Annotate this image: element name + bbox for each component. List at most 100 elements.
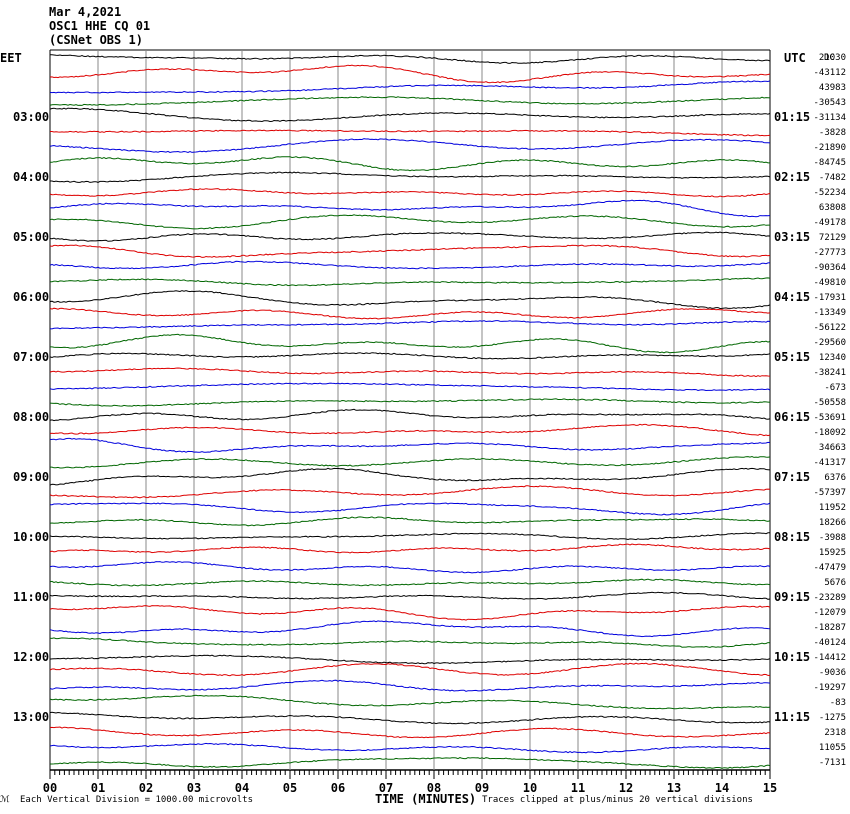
dc-offset-label: -14412 <box>813 653 846 663</box>
dc-offset-label: -43112 <box>813 68 846 78</box>
seismic-trace <box>49 382 771 392</box>
x-tick-label: 05 <box>283 781 297 795</box>
trace-group <box>49 54 771 769</box>
left-timezone-label: EET <box>0 51 22 65</box>
dc-offset-label: -50558 <box>813 398 846 408</box>
seismic-trace <box>49 662 771 677</box>
x-tick-label: 04 <box>235 781 249 795</box>
right-hour-label: 11:15 <box>774 710 810 724</box>
seismic-trace <box>49 485 771 499</box>
seismic-trace <box>49 320 771 330</box>
seismic-trace <box>50 156 770 172</box>
dc-offset-label: -56122 <box>813 323 846 333</box>
x-tick-label: 15 <box>763 781 777 795</box>
dc-offset-label: -27773 <box>813 248 846 258</box>
seismic-trace <box>49 244 771 258</box>
seismic-trace <box>49 578 771 587</box>
x-tick-label: 00 <box>43 781 57 795</box>
dc-offset-label: -12079 <box>813 608 846 618</box>
dc-offset-label: -21890 <box>813 143 846 153</box>
seismic-trace <box>50 455 771 469</box>
dc-offset-label: -23289 <box>813 593 846 603</box>
dc-offset-label: -9036 <box>819 668 846 678</box>
seismic-trace <box>50 333 771 354</box>
dc-offset-label: -7131 <box>819 758 846 768</box>
right-hour-label: 10:15 <box>774 650 810 664</box>
dc-offset-label: -49178 <box>813 218 846 228</box>
seismic-trace <box>49 543 771 554</box>
seismic-trace <box>49 605 771 621</box>
dc-offset-label: -18092 <box>813 428 846 438</box>
dc-offset-label: -84745 <box>813 158 846 168</box>
dc-offset-label: -57397 <box>813 488 846 498</box>
seismic-trace <box>50 757 771 769</box>
dc-offset-label: 11952 <box>819 503 846 513</box>
dc-offset-label: -673 <box>824 383 846 393</box>
seismic-trace <box>49 398 771 407</box>
seismic-trace <box>49 54 771 64</box>
dc-offset-label: -3988 <box>819 533 846 543</box>
x-tick-label: 14 <box>715 781 729 795</box>
seismic-trace <box>49 532 771 541</box>
seismic-trace <box>49 277 771 287</box>
seismic-trace <box>49 679 771 692</box>
seismic-trace <box>49 107 771 123</box>
dc-offset-label: -47479 <box>813 563 846 573</box>
dc-offset-label: -41317 <box>813 458 846 468</box>
seismic-trace <box>49 307 771 320</box>
dc-offset-label: 63808 <box>819 203 846 213</box>
dc-offset-label: -3828 <box>819 128 846 138</box>
x-tick-label: 11 <box>571 781 585 795</box>
seismic-trace <box>49 423 771 437</box>
dc-offset-label: -52234 <box>813 188 846 198</box>
x-tick-label: 08 <box>427 781 441 795</box>
dc-offset-label: -90364 <box>813 263 846 273</box>
scale-note: Each Vertical Division = 1000.00 microvo… <box>20 795 253 805</box>
seismic-trace <box>49 516 771 527</box>
seismic-trace <box>49 290 771 310</box>
right-timezone-label: UTC <box>784 51 806 65</box>
left-hour-label: 07:00 <box>13 350 49 364</box>
dc-offset-label: -40124 <box>813 638 846 648</box>
station-network: (CSNet OBS 1) <box>49 33 143 47</box>
seismic-trace <box>50 129 771 137</box>
dc-offset-label: -38241 <box>813 368 846 378</box>
seismic-trace <box>49 367 771 378</box>
dc-offset-label: -17931 <box>813 293 846 303</box>
left-hour-label: 10:00 <box>13 530 49 544</box>
seismic-trace <box>49 96 771 106</box>
x-tick-label: 09 <box>475 781 489 795</box>
left-hour-label: 13:00 <box>13 710 49 724</box>
right-hour-label: 07:15 <box>774 470 810 484</box>
x-tick-label: 02 <box>139 781 153 795</box>
right-hour-label: 04:15 <box>774 290 810 304</box>
right-hour-label: 05:15 <box>774 350 810 364</box>
dc-offset-label: 5676 <box>824 578 846 588</box>
station-date: Mar 4,2021 <box>49 5 122 19</box>
seismic-trace <box>49 561 771 574</box>
seismic-trace <box>49 437 771 453</box>
right-hour-label: 09:15 <box>774 590 810 604</box>
dc-offset-label: -53691 <box>813 413 846 423</box>
dc-offset-label: -18287 <box>813 623 846 633</box>
dc-offset-label: -31134 <box>813 113 846 123</box>
dc-offset-label: -83 <box>830 698 846 708</box>
dc-offset-label: -13349 <box>813 308 846 318</box>
dc-offset-label: 43983 <box>819 83 846 93</box>
seismic-trace <box>49 138 771 154</box>
dc-offset-label: 2318 <box>824 728 846 738</box>
dc-offset-label: -7482 <box>819 173 846 183</box>
left-hour-label: 12:00 <box>13 650 49 664</box>
dc-offset-label: -1275 <box>819 713 846 723</box>
seismic-trace <box>49 637 771 648</box>
label-group: 00 01 02 03 04 05 06 07 08 09 10 11 12 13 14 15 21030 -43… <box>13 53 846 795</box>
right-hour-label: 02:15 <box>774 170 810 184</box>
right-hour-label: 06:15 <box>774 410 810 424</box>
seismic-trace <box>49 188 771 198</box>
dc-offset-label: -29560 <box>813 338 846 348</box>
seismic-trace <box>49 620 771 638</box>
seismic-trace <box>49 199 771 218</box>
left-hour-label: 09:00 <box>13 470 49 484</box>
x-tick-label: 01 <box>91 781 105 795</box>
